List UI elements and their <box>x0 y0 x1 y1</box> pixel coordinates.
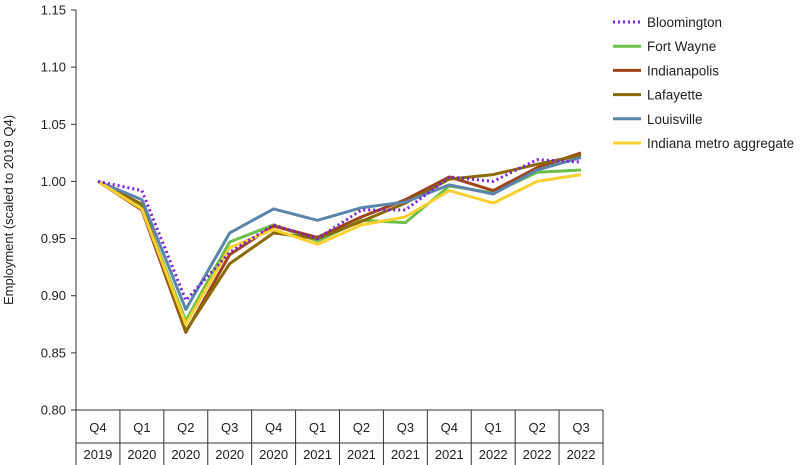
y-tick-label: 1.15 <box>41 3 66 18</box>
y-tick-label: 0.80 <box>41 403 66 418</box>
x-tick-label-year: 2022 <box>523 447 552 462</box>
legend-label: Louisville <box>647 112 703 127</box>
x-tick-label-quarter: Q1 <box>133 420 150 435</box>
legend: Bloomington Fort Wayne Indianapolis Lafayet… <box>613 15 794 151</box>
series-line-lafayette <box>97 153 582 333</box>
x-tick-label-year: 2021 <box>347 447 376 462</box>
x-tick-label-year: 2020 <box>127 447 156 462</box>
x-tick-label-quarter: Q4 <box>265 420 282 435</box>
x-tick-label-quarter: Q3 <box>221 420 238 435</box>
x-tick-label-quarter: Q4 <box>89 420 106 435</box>
x-tick-label-year: 2021 <box>303 447 332 462</box>
x-tick-label-year: 2022 <box>479 447 508 462</box>
legend-label: Fort Wayne <box>647 39 716 54</box>
x-axis: Q4 2019 Q1 2020 Q2 2020 Q3 2020 Q4 2020 Q1 2021 Q2 20… <box>75 409 604 465</box>
x-tick-label-quarter: Q4 <box>441 420 458 435</box>
y-tick-label: 0.90 <box>41 288 66 303</box>
x-tick-label-quarter: Q2 <box>177 420 194 435</box>
y-tick-label: 1.00 <box>41 174 66 189</box>
series-line-indiana-metro-aggregate <box>97 173 582 326</box>
x-tick-label-quarter: Q2 <box>353 420 370 435</box>
x-tick-label-quarter: Q1 <box>309 420 326 435</box>
x-tick-label-year: 2020 <box>215 447 244 462</box>
y-tick-label: 1.10 <box>41 60 66 75</box>
x-tick-label-quarter: Q2 <box>528 420 545 435</box>
x-tick-label-quarter: Q3 <box>572 420 589 435</box>
x-tick-label-year: 2022 <box>567 447 596 462</box>
x-tick-label-quarter: Q3 <box>397 420 414 435</box>
x-tick-label-year: 2021 <box>435 447 464 462</box>
legend-label: Lafayette <box>647 88 703 103</box>
y-axis-label: Employment (scaled to 2019 Q4) <box>1 115 16 305</box>
x-tick-label-year: 2020 <box>259 447 288 462</box>
series-lines <box>97 151 582 334</box>
x-tick-label-year: 2021 <box>391 447 420 462</box>
y-tick-label: 1.05 <box>41 117 66 132</box>
legend-label: Indiana metro aggregate <box>647 136 794 151</box>
y-tick-label: 0.85 <box>41 345 66 360</box>
legend-label: Indianapolis <box>647 63 719 78</box>
x-tick-label-year: 2019 <box>83 447 112 462</box>
series-line-louisville <box>97 155 582 311</box>
legend-label: Bloomington <box>647 15 722 30</box>
y-tick-label: 0.95 <box>41 231 66 246</box>
y-axis: 0.80 0.85 0.90 0.95 1.00 1.05 1.10 1.15 <box>41 3 77 418</box>
x-tick-label-year: 2020 <box>171 447 200 462</box>
x-tick-label-quarter: Q1 <box>485 420 502 435</box>
series-line-fort-wayne <box>97 168 582 323</box>
series-line-indianapolis <box>97 151 582 334</box>
